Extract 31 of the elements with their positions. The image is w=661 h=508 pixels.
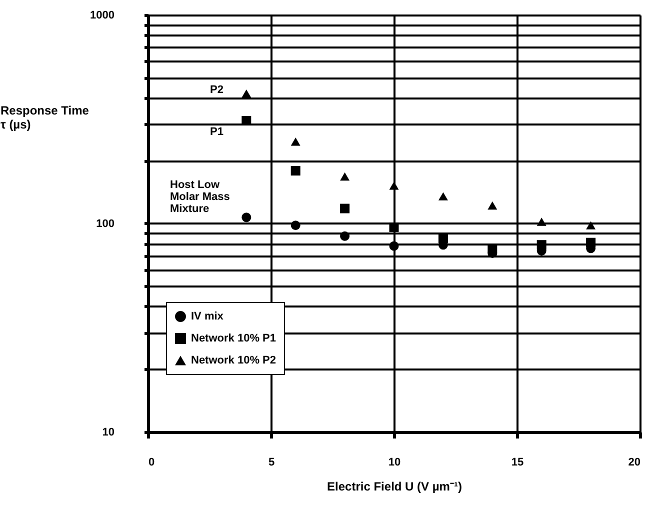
y-tick-label: 1000 (90, 10, 114, 22)
annotation: Host Low Molar Mass Mixture (170, 179, 230, 215)
x-tick-label: 15 (511, 456, 524, 468)
point (488, 201, 498, 210)
point (586, 221, 596, 230)
point (536, 218, 546, 226)
y-tick-label: 10 (102, 426, 114, 438)
point (290, 166, 300, 176)
point (389, 222, 399, 232)
legend-label: Network 10% P1 (191, 332, 276, 344)
point (389, 181, 399, 190)
point (438, 192, 448, 200)
point (340, 172, 350, 181)
x-tick-label: 10 (388, 456, 401, 468)
legend-label: IV mix (191, 310, 224, 322)
x-tick-label: 20 (628, 456, 640, 468)
legend-label: Network 10% P2 (191, 354, 276, 366)
point (389, 241, 399, 251)
y-axis-title: Response Time τ (µs) (0, 104, 90, 132)
x-axis-title: Electric Field U (V µm⁻¹) (327, 480, 462, 494)
x-tick-label: 0 (148, 456, 155, 468)
annotation: P2 (210, 84, 224, 96)
point (290, 220, 300, 230)
x-tick-label: 5 (268, 456, 275, 468)
point (340, 204, 350, 214)
point (242, 89, 252, 98)
point (242, 212, 252, 222)
point (290, 138, 300, 146)
annotation: P1 (210, 126, 224, 138)
y-tick-label: 100 (96, 218, 114, 230)
point (340, 231, 350, 241)
